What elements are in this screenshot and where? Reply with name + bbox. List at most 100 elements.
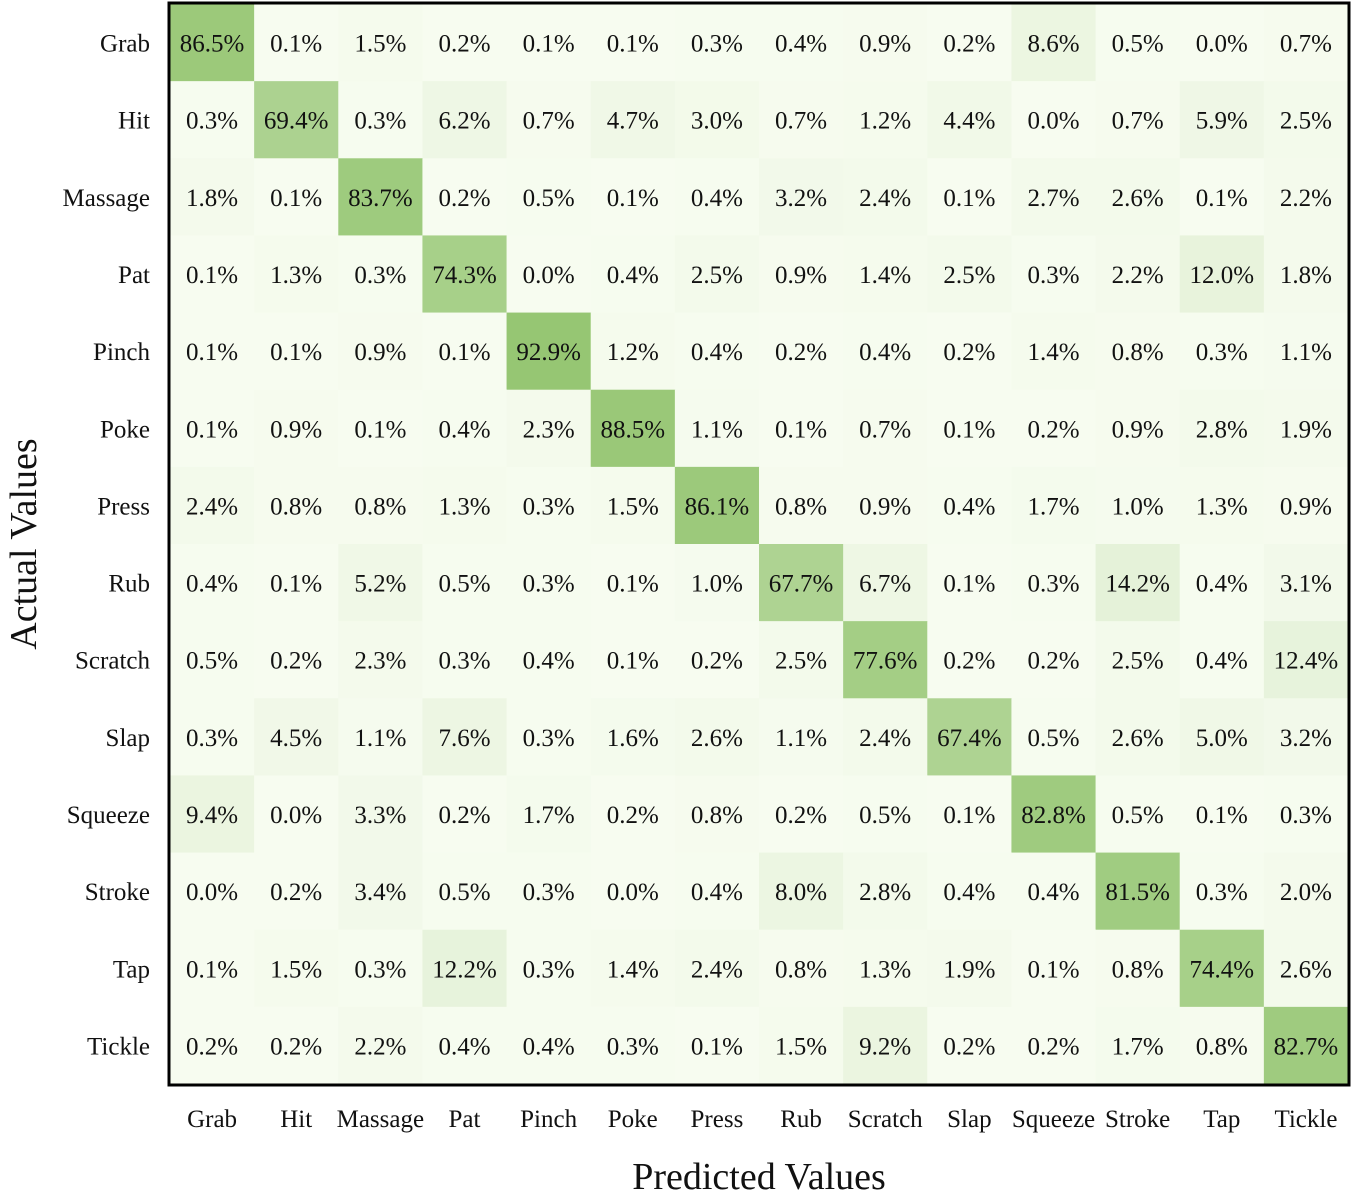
heatmap-cell-scratch-scratch xyxy=(843,621,928,699)
y-tick-label-slap: Slap xyxy=(106,725,150,752)
cell-value-label: 83.7% xyxy=(348,185,413,212)
heatmap-cell-pat-tickle xyxy=(1263,235,1349,314)
cell-value-label: 1.3% xyxy=(859,956,911,983)
cell-value-label: 2.5% xyxy=(775,648,827,675)
y-tick-label-massage: Massage xyxy=(63,185,150,212)
cell-value-label: 9.2% xyxy=(859,1033,911,1060)
heatmap-cell-squeeze-stroke xyxy=(1095,775,1181,854)
heatmap-cell-poke-tickle xyxy=(1263,389,1349,468)
cell-value-label: 2.4% xyxy=(859,185,911,212)
cell-value-label: 0.1% xyxy=(438,339,490,366)
y-tick-label-pat: Pat xyxy=(118,262,150,289)
cell-value-label: 81.5% xyxy=(1105,879,1170,906)
cell-value-label: 12.4% xyxy=(1274,648,1339,675)
cell-value-label: 0.1% xyxy=(943,185,995,212)
heatmap-cell-slap-pinch xyxy=(506,698,592,776)
heatmap-cell-squeeze-tickle xyxy=(1263,775,1349,854)
cell-value-label: 0.4% xyxy=(438,416,490,443)
cell-value-label: 2.8% xyxy=(859,879,911,906)
cell-value-label: 74.4% xyxy=(1190,956,1255,983)
cell-value-label: 0.0% xyxy=(607,879,659,906)
cell-value-label: 5.2% xyxy=(354,571,406,598)
cell-value-label: 0.2% xyxy=(438,31,490,58)
heatmap-cell-stroke-slap xyxy=(927,852,1012,931)
heatmap-cell-press-massage xyxy=(338,466,423,545)
cell-value-label: 2.3% xyxy=(523,416,575,443)
heatmap-cell-poke-grab xyxy=(170,389,255,468)
cell-value-label: 0.1% xyxy=(943,416,995,443)
heatmap-cell-poke-rub xyxy=(759,389,844,468)
heatmap-cell-tickle-massage xyxy=(338,1006,423,1085)
heatmap-cell-stroke-grab xyxy=(170,852,255,931)
cell-value-label: 0.2% xyxy=(943,31,995,58)
heatmap-cell-pinch-rub xyxy=(759,312,844,391)
cell-value-label: 0.9% xyxy=(1112,416,1164,443)
heatmap-cell-pat-pinch xyxy=(506,235,592,314)
heatmap-cell-rub-tap xyxy=(1179,544,1265,622)
cell-value-label: 0.4% xyxy=(691,185,743,212)
heatmap-cell-tickle-scratch xyxy=(843,1006,928,1085)
cell-value-label: 9.4% xyxy=(186,802,238,829)
cell-value-label: 0.2% xyxy=(943,339,995,366)
cell-value-label: 0.3% xyxy=(354,262,406,289)
heatmap-cell-grab-slap xyxy=(927,4,1012,82)
heatmap-cell-scratch-tickle xyxy=(1263,621,1349,699)
cell-value-label: 0.4% xyxy=(1196,648,1248,675)
cell-value-label: 0.1% xyxy=(775,416,827,443)
heatmap-cell-hit-pinch xyxy=(506,81,592,159)
heatmap-cell-rub-squeeze xyxy=(1011,544,1097,622)
heatmap-cell-slap-massage xyxy=(338,698,423,776)
cell-value-label: 4.4% xyxy=(943,108,995,135)
y-tick-label-tap: Tap xyxy=(113,956,150,983)
cell-value-label: 1.0% xyxy=(1112,493,1164,520)
heatmap-cell-scratch-slap xyxy=(927,621,1012,699)
heatmap-cell-massage-slap xyxy=(927,158,1012,236)
heatmap-cell-rub-pinch xyxy=(506,544,592,622)
cell-value-label: 0.0% xyxy=(270,802,322,829)
heatmap-cell-poke-squeeze xyxy=(1011,389,1097,468)
cell-value-label: 0.0% xyxy=(523,262,575,289)
heatmap-cell-scratch-pinch xyxy=(506,621,592,699)
cell-value-label: 0.2% xyxy=(438,802,490,829)
heatmap-cell-hit-tickle xyxy=(1263,81,1349,159)
heatmap-cell-grab-pinch xyxy=(506,4,592,82)
heatmap-cell-slap-tickle xyxy=(1263,698,1349,776)
cell-value-label: 1.5% xyxy=(607,493,659,520)
heatmap-cell-massage-squeeze xyxy=(1011,158,1097,236)
heatmap-cell-scratch-tap xyxy=(1179,621,1265,699)
heatmap-cell-stroke-tickle xyxy=(1263,852,1349,931)
cell-value-label: 0.5% xyxy=(438,879,490,906)
cell-value-label: 1.3% xyxy=(270,262,322,289)
cell-value-label: 67.4% xyxy=(937,725,1002,752)
heatmap-cell-massage-pat xyxy=(422,158,508,236)
heatmap-cell-slap-tap xyxy=(1179,698,1265,776)
heatmap-cell-squeeze-scratch xyxy=(843,775,928,854)
heatmap-cell-press-press xyxy=(674,466,760,545)
cell-value-label: 0.4% xyxy=(438,1033,490,1060)
heatmap-cell-pat-hit xyxy=(254,235,339,314)
cell-value-label: 1.4% xyxy=(607,956,659,983)
cell-value-label: 0.7% xyxy=(775,108,827,135)
cell-value-label: 0.2% xyxy=(270,1033,322,1060)
heatmap-cell-grab-rub xyxy=(759,4,844,82)
heatmap-cell-tickle-pat xyxy=(422,1006,508,1085)
heatmap-cell-pat-rub xyxy=(759,235,844,314)
heatmap-cell-stroke-tap xyxy=(1179,852,1265,931)
cell-value-label: 0.4% xyxy=(691,339,743,366)
cell-value-label: 1.1% xyxy=(354,725,406,752)
heatmap-cell-rub-massage xyxy=(338,544,423,622)
cell-value-label: 0.5% xyxy=(186,648,238,675)
heatmap-cell-scratch-pat xyxy=(422,621,508,699)
cell-value-label: 0.2% xyxy=(943,648,995,675)
heatmap-cell-pat-slap xyxy=(927,235,1012,314)
cell-value-label: 0.3% xyxy=(186,725,238,752)
cell-value-label: 6.7% xyxy=(859,571,911,598)
heatmap-cell-pinch-hit xyxy=(254,312,339,391)
cell-value-label: 82.7% xyxy=(1274,1033,1339,1060)
cell-value-label: 2.7% xyxy=(1027,185,1079,212)
heatmap-cell-scratch-press xyxy=(674,621,760,699)
cell-value-label: 2.2% xyxy=(1112,262,1164,289)
cell-value-label: 0.3% xyxy=(607,1033,659,1060)
heatmap-cells xyxy=(170,4,1349,1085)
heatmap-cell-pinch-press xyxy=(674,312,760,391)
